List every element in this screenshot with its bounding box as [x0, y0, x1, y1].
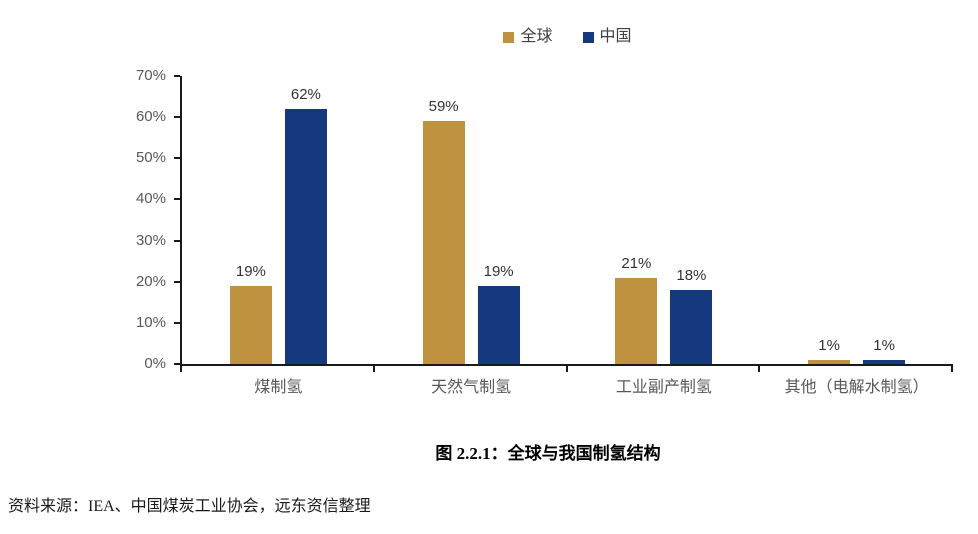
bar-value-label: 19% [235, 263, 266, 280]
bar-中国-工业副产制氢 [670, 290, 713, 364]
legend-swatch-icon [503, 31, 515, 43]
y-axis-tick-label: 50% [135, 149, 166, 167]
y-axis-tick-label: 60% [135, 108, 166, 126]
category-label: 其他（电解水制氢） [784, 379, 929, 396]
category-label: 煤制氢 [254, 379, 303, 396]
bar-value-label: 62% [290, 86, 321, 103]
legend-label: 中国 [599, 28, 632, 45]
y-axis-tick-label: 30% [135, 231, 166, 249]
x-axis-tick-mark [565, 364, 568, 372]
figure-caption: 图 2.2.1：全球与我国制氢结构 [435, 444, 661, 463]
y-axis-tick-mark [174, 280, 180, 283]
x-axis-tick-mark [758, 364, 761, 372]
legend-item-全球: 全球 [503, 28, 553, 45]
y-axis-line [180, 76, 182, 364]
source-note: 资料来源：IEA、中国煤炭工业协会，远东资信整理 [8, 498, 371, 515]
y-axis-tick-mark [174, 75, 180, 77]
category-label: 工业副产制氢 [615, 379, 712, 396]
y-axis-tick-mark [174, 116, 180, 119]
y-axis-tick-label: 40% [135, 190, 166, 208]
bar-全球-天然气制氢 [422, 121, 465, 364]
y-axis-tick-mark [174, 239, 180, 242]
y-axis-tick-label: 70% [135, 67, 166, 84]
y-axis-tick-mark [174, 157, 180, 160]
bar-value-label: 1% [873, 337, 895, 354]
chart-legend: 全球 中国 [182, 26, 953, 48]
bar-全球-工业副产制氢 [615, 278, 658, 364]
y-axis-tick-mark [174, 198, 180, 201]
y-axis-tick-label: 10% [135, 313, 166, 331]
x-axis-tick-mark [372, 364, 375, 372]
x-axis-tick-mark [951, 364, 953, 372]
bar-value-label: 1% [818, 337, 840, 354]
y-axis-tick-label: 0% [144, 355, 166, 372]
bar-value-label: 19% [483, 263, 514, 280]
bar-中国-煤制氢 [284, 109, 327, 364]
bar-value-label: 21% [621, 255, 652, 272]
bar-中国-天然气制氢 [477, 286, 520, 364]
x-axis-tick-mark [180, 364, 182, 372]
category-label: 天然气制氢 [431, 379, 512, 396]
bar-中国-其他（电解水制氢） [863, 360, 906, 364]
bar-value-label: 59% [428, 98, 459, 115]
legend-label: 全球 [520, 28, 553, 45]
y-axis-tick-mark [174, 321, 180, 324]
legend-swatch-icon [582, 31, 594, 43]
bar-value-label: 18% [676, 267, 707, 284]
y-axis-tick-mark [174, 363, 180, 365]
y-axis-tick-label: 20% [135, 272, 166, 290]
legend-item-中国: 中国 [582, 28, 632, 45]
bar-全球-煤制氢 [229, 286, 272, 364]
bar-全球-其他（电解水制氢） [808, 360, 851, 364]
